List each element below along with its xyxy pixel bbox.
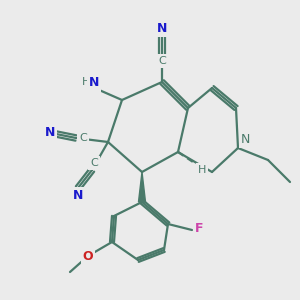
Text: H: H: [82, 77, 90, 87]
Text: H: H: [88, 84, 96, 94]
Text: N: N: [73, 189, 83, 202]
Text: O: O: [83, 250, 93, 262]
Text: F: F: [195, 223, 203, 236]
Text: H: H: [198, 165, 206, 175]
Text: N: N: [89, 76, 99, 89]
Polygon shape: [139, 172, 145, 202]
Text: C: C: [90, 158, 98, 168]
Text: N: N: [157, 22, 167, 35]
Text: C: C: [79, 133, 87, 143]
Text: N: N: [45, 127, 55, 140]
Text: C: C: [158, 56, 166, 66]
Text: N: N: [241, 133, 250, 146]
